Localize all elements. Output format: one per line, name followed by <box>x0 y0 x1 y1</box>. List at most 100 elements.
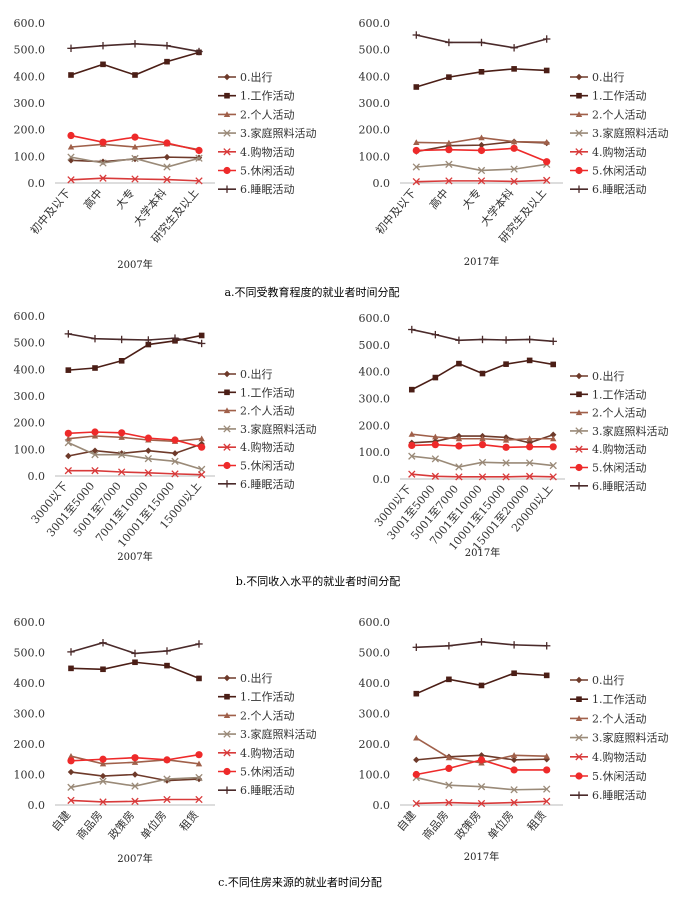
data-point <box>131 133 139 141</box>
data-point <box>163 41 171 50</box>
data-point <box>195 795 203 804</box>
data-point <box>64 467 72 475</box>
data-point <box>549 461 557 470</box>
data-point <box>131 649 139 658</box>
data-point <box>99 755 107 763</box>
data-point <box>478 335 487 344</box>
y-tick-label: 400.0 <box>14 677 46 690</box>
data-point <box>445 754 453 761</box>
data-point <box>163 775 171 783</box>
data-point <box>144 336 153 344</box>
data-point <box>412 163 420 171</box>
legend-entry: 5.休闲活动 <box>218 459 295 473</box>
legend-label: 3.家庭照料活动 <box>240 727 317 741</box>
data-point <box>445 764 453 773</box>
data-point <box>431 441 439 449</box>
data-point <box>131 797 139 805</box>
data-point <box>195 775 203 783</box>
data-point <box>99 174 107 182</box>
legend-marker <box>575 772 583 780</box>
chart-title: 2017年 <box>465 546 500 559</box>
data-point <box>412 31 420 39</box>
legend-entry: 3.家庭照料活动 <box>218 422 317 436</box>
data-point <box>99 639 107 647</box>
data-point <box>445 798 453 807</box>
y-tick-label: 200.0 <box>14 738 46 751</box>
chart-title: 2007年 <box>117 550 152 563</box>
data-point <box>478 473 487 481</box>
chart-1: 0.0 100.0 200.0 300.0 400.0 500.0 600.0 初中及以下 高中… <box>359 17 669 268</box>
legend-label: 6.睡眠活动 <box>240 784 295 797</box>
data-point <box>65 435 72 442</box>
data-point <box>543 139 550 145</box>
data-point <box>163 756 171 764</box>
legend-entry: 1.工作活动 <box>218 90 295 103</box>
data-point <box>510 177 518 186</box>
legend-label: 6.睡眠活动 <box>240 478 295 491</box>
data-point <box>478 134 485 141</box>
chart-title: 2007年 <box>117 852 152 865</box>
data-point <box>198 332 205 339</box>
legend-marker <box>575 129 583 137</box>
data-point <box>91 451 99 459</box>
data-point <box>164 58 170 65</box>
legend-entry: 6.睡眠活动 <box>570 480 647 493</box>
y-tick-label: 500.0 <box>359 339 391 352</box>
data-point <box>526 443 534 451</box>
legend-label: 0.出行 <box>592 70 625 84</box>
y-tick-label: 0.0 <box>28 177 46 190</box>
data-point <box>131 754 139 762</box>
legend-marker <box>575 185 583 193</box>
legend-entry: 1.工作活动 <box>570 693 647 706</box>
data-point <box>408 430 415 437</box>
legend-entry: 6.睡眠活动 <box>218 478 295 491</box>
data-point <box>455 336 463 344</box>
data-point <box>118 429 126 437</box>
legend-label: 1.工作活动 <box>240 386 295 399</box>
legend-marker <box>575 676 583 684</box>
data-point <box>67 648 75 656</box>
legend-entry: 3.家庭照料活动 <box>570 731 669 745</box>
series-line <box>416 776 547 791</box>
legend-entry: 2.个人活动 <box>218 709 295 722</box>
data-point <box>510 641 518 649</box>
legend-entry: 2.个人活动 <box>570 712 647 725</box>
legend-marker <box>223 730 231 738</box>
series-line <box>68 441 202 471</box>
legend-label: 4.购物活动 <box>240 145 295 159</box>
legend-entry: 2.个人活动 <box>218 108 295 121</box>
data-point <box>455 435 463 442</box>
legend-marker <box>223 370 231 378</box>
legend-entry: 5.休闲活动 <box>570 461 647 475</box>
legend-label: 3.家庭照料活动 <box>592 731 669 745</box>
data-point <box>99 41 107 50</box>
data-point <box>543 766 551 774</box>
legend-label: 0.出行 <box>240 70 273 84</box>
data-point <box>67 783 75 791</box>
legend-label: 5.休闲活动 <box>240 765 295 779</box>
chart-title: 2017年 <box>464 850 499 863</box>
series-line <box>68 435 202 443</box>
x-tick-label: 租赁 <box>176 808 201 834</box>
y-tick-label: 100.0 <box>359 769 391 782</box>
data-point <box>99 138 107 146</box>
data-point <box>131 782 139 790</box>
legend-label: 2.个人活动 <box>240 108 295 121</box>
legend-entry: 2.个人活动 <box>570 407 647 420</box>
data-point <box>543 753 550 759</box>
y-tick-label: 400.0 <box>359 366 391 379</box>
data-point <box>543 642 551 650</box>
legend-label: 0.出行 <box>240 367 273 381</box>
data-point <box>67 153 75 161</box>
legend-marker <box>223 73 231 81</box>
y-tick-label: 600.0 <box>359 312 391 325</box>
legend-entry: 4.购物活动 <box>218 440 295 454</box>
data-point <box>478 141 485 149</box>
y-tick-label: 100.0 <box>359 150 391 163</box>
legend-label: 6.睡眠活动 <box>592 789 647 802</box>
legend-marker <box>224 693 230 700</box>
legend-marker <box>223 148 231 156</box>
data-point <box>412 799 420 808</box>
legend-entry: 0.出行 <box>218 671 273 685</box>
